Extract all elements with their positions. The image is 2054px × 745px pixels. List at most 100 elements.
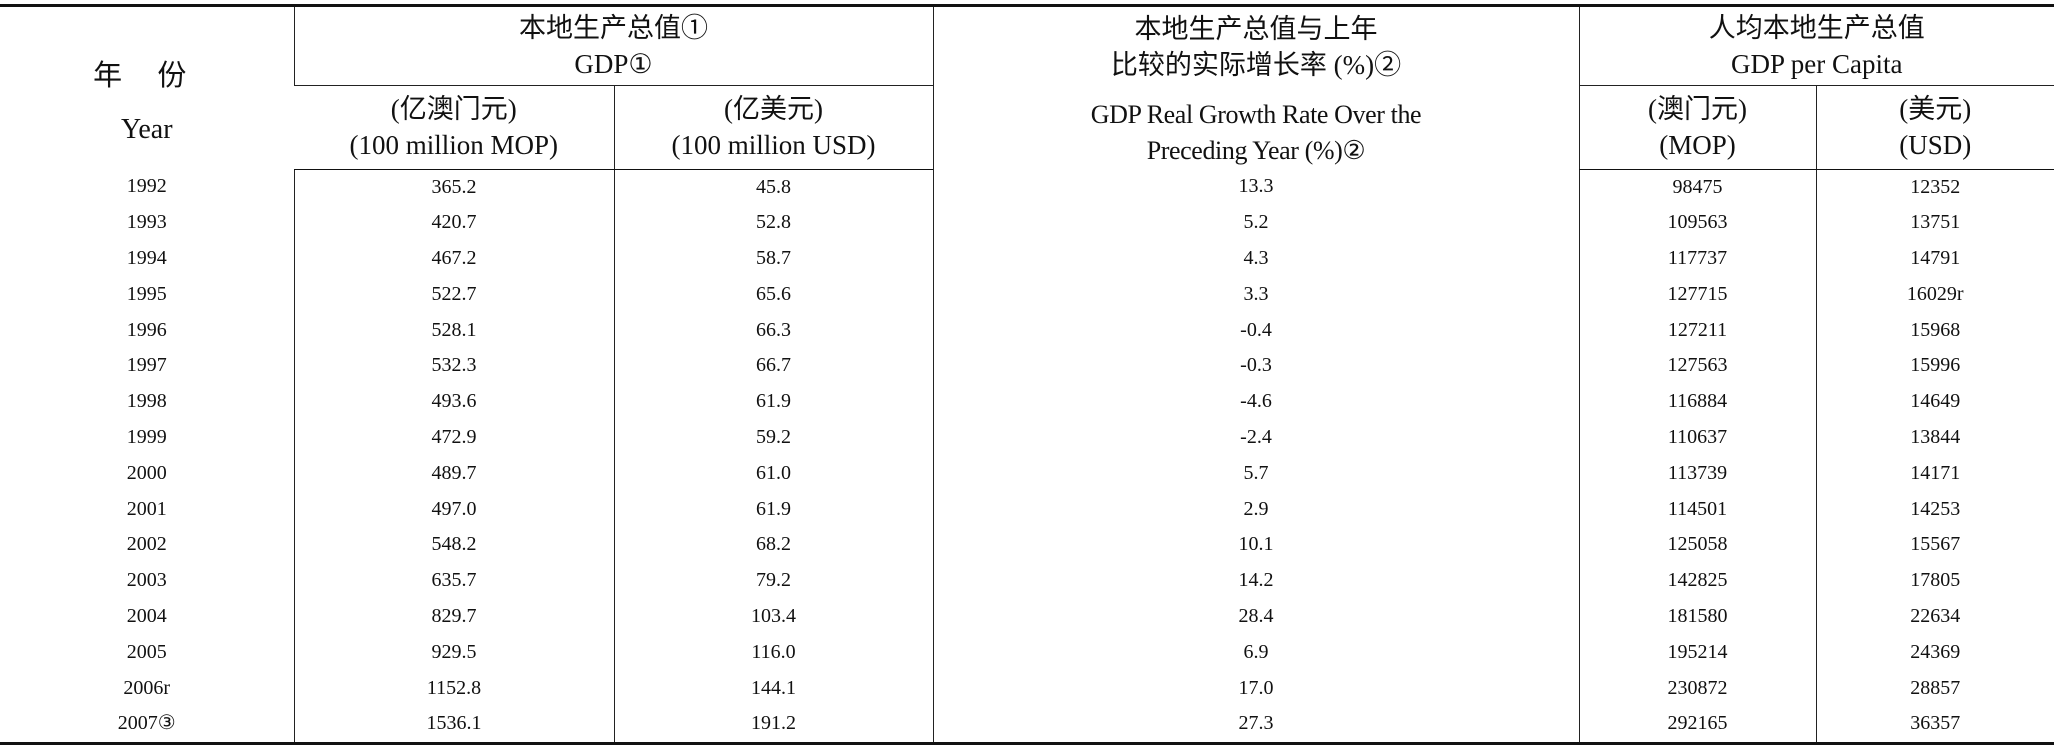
year-cell: 1995: [0, 277, 294, 313]
gdp-mop-column-header: (亿澳门元) (100 million MOP): [294, 86, 614, 169]
growth-header-en-line2: Preceding Year (%)②: [934, 133, 1579, 169]
year-cell: 2005: [0, 635, 294, 671]
year-cell: 2001: [0, 492, 294, 528]
per-capita-header-zh: 人均本地生产总值: [1580, 10, 2054, 46]
per-capita-mop-cell: 195214: [1579, 635, 1816, 671]
gdp-mop-cell: 497.0: [294, 492, 614, 528]
gdp-group-header: 本地生产总值① GDP①: [294, 6, 933, 86]
per-capita-usd-cell: 15968: [1816, 313, 2054, 349]
growth-column-header: 本地生产总值与上年 比较的实际增长率 (%)② GDP Real Growth …: [933, 6, 1579, 170]
year-cell: 1999: [0, 420, 294, 456]
growth-header-zh-line2: 比较的实际增长率 (%)②: [934, 47, 1579, 83]
gdp-mop-cell: 532.3: [294, 348, 614, 384]
growth-rate-cell: 17.0: [933, 671, 1579, 707]
gdp-usd-cell: 65.6: [614, 277, 933, 313]
per-capita-usd-cell: 14791: [1816, 241, 2054, 277]
year-cell: 2004: [0, 599, 294, 635]
year-cell: 1992: [0, 169, 294, 205]
year-cell: 2002: [0, 527, 294, 563]
gdp-mop-cell: 829.7: [294, 599, 614, 635]
gdp-usd-unit-en: (100 million USD): [615, 127, 933, 163]
per-capita-mop-cell: 114501: [1579, 492, 1816, 528]
per-capita-usd-cell: 13844: [1816, 420, 2054, 456]
per-capita-usd-cell: 14649: [1816, 384, 2054, 420]
year-cell: 2000: [0, 456, 294, 492]
per-capita-mop-cell: 181580: [1579, 599, 1816, 635]
per-capita-header-en: GDP per Capita: [1580, 46, 2054, 82]
gdp-mop-cell: 472.9: [294, 420, 614, 456]
per-capita-mop-unit-zh: (澳门元): [1580, 91, 1816, 127]
gdp-mop-cell: 493.6: [294, 384, 614, 420]
growth-rate-cell: 5.7: [933, 456, 1579, 492]
table-header: 年 份 Year 本地生产总值① GDP① 本地生产总值与上年 比较的实际增长率…: [0, 6, 2054, 170]
gdp-usd-column-header: (亿美元) (100 million USD): [614, 86, 933, 169]
gdp-mop-cell: 1152.8: [294, 671, 614, 707]
gdp-mop-cell: 1536.1: [294, 706, 614, 743]
gdp-usd-cell: 68.2: [614, 527, 933, 563]
per-capita-usd-cell: 17805: [1816, 563, 2054, 599]
gdp-mop-cell: 489.7: [294, 456, 614, 492]
growth-rate-cell: 14.2: [933, 563, 1579, 599]
per-capita-usd-cell: 36357: [1816, 706, 2054, 743]
gdp-usd-cell: 191.2: [614, 706, 933, 743]
gdp-header-en: GDP①: [295, 46, 933, 82]
per-capita-usd-cell: 12352: [1816, 169, 2054, 205]
year-cell: 1993: [0, 205, 294, 241]
growth-rate-cell: 3.3: [933, 277, 1579, 313]
per-capita-mop-cell: 127715: [1579, 277, 1816, 313]
growth-rate-cell: 6.9: [933, 635, 1579, 671]
growth-rate-cell: 5.2: [933, 205, 1579, 241]
gdp-mop-cell: 522.7: [294, 277, 614, 313]
year-cell: 1996: [0, 313, 294, 349]
per-capita-mop-cell: 98475: [1579, 169, 1816, 205]
per-capita-mop-cell: 125058: [1579, 527, 1816, 563]
per-capita-usd-cell: 15996: [1816, 348, 2054, 384]
gdp-usd-cell: 66.3: [614, 313, 933, 349]
growth-rate-cell: 2.9: [933, 492, 1579, 528]
year-cell: 2006r: [0, 671, 294, 707]
growth-rate-cell: -0.3: [933, 348, 1579, 384]
gdp-usd-cell: 66.7: [614, 348, 933, 384]
year-cell: 2007③: [0, 706, 294, 743]
growth-rate-cell: 28.4: [933, 599, 1579, 635]
growth-rate-cell: -0.4: [933, 313, 1579, 349]
gdp-usd-unit-zh: (亿美元): [615, 91, 933, 127]
per-capita-mop-cell: 127563: [1579, 348, 1816, 384]
per-capita-mop-cell: 142825: [1579, 563, 1816, 599]
per-capita-usd-cell: 13751: [1816, 205, 2054, 241]
gdp-usd-cell: 103.4: [614, 599, 933, 635]
per-capita-group-header: 人均本地生产总值 GDP per Capita: [1579, 6, 2054, 86]
per-capita-usd-unit-zh: (美元): [1817, 91, 2054, 127]
gdp-usd-cell: 144.1: [614, 671, 933, 707]
per-capita-usd-cell: 24369: [1816, 635, 2054, 671]
per-capita-mop-cell: 110637: [1579, 420, 1816, 456]
growth-rate-cell: 10.1: [933, 527, 1579, 563]
gdp-usd-cell: 58.7: [614, 241, 933, 277]
gdp-usd-cell: 59.2: [614, 420, 933, 456]
year-header-zh: 年 份: [0, 28, 294, 94]
gdp-usd-cell: 79.2: [614, 563, 933, 599]
gdp-mop-cell: 365.2: [294, 169, 614, 205]
per-capita-usd-column-header: (美元) (USD): [1816, 86, 2054, 169]
growth-rate-cell: 4.3: [933, 241, 1579, 277]
per-capita-mop-column-header: (澳门元) (MOP): [1579, 86, 1816, 169]
year-header-en: Year: [0, 112, 294, 148]
gdp-table: 年 份 Year 本地生产总值① GDP① 本地生产总值与上年 比较的实际增长率…: [0, 4, 2054, 745]
gdp-mop-cell: 420.7: [294, 205, 614, 241]
per-capita-usd-cell: 14253: [1816, 492, 2054, 528]
per-capita-mop-cell: 109563: [1579, 205, 1816, 241]
per-capita-usd-cell: 16029r: [1816, 277, 2054, 313]
